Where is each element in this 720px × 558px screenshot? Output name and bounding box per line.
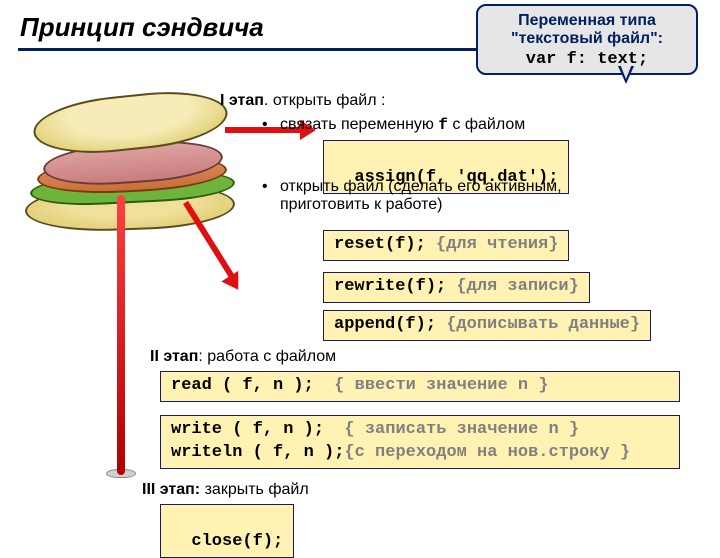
code-reset: reset(f); {для чтения}: [323, 230, 569, 261]
sandwich-illustration: [25, 95, 235, 245]
stage3-bold: III этап:: [142, 481, 200, 498]
callout-tail-inner: [620, 64, 632, 79]
bullet-1: связать переменную f с файлом: [280, 116, 525, 134]
stage2-label: II этап: работа с файлом: [150, 348, 336, 366]
code-read-comment: { ввести значение n }: [314, 376, 549, 395]
bullet1-pre: связать переменную: [280, 116, 438, 133]
code-write1-comment: { записать значение n }: [324, 420, 579, 439]
code-reset-code: reset(f);: [334, 235, 426, 254]
stage1-label: I этап. открыть файл :: [220, 92, 385, 110]
code-read: read ( f, n ); { ввести значение n }: [160, 371, 680, 402]
code-close: close(f);: [160, 504, 294, 558]
callout-box: Переменная типа "текстовый файл": var f:…: [476, 4, 698, 75]
bullet-2: открыть файл (сделать его активным, приг…: [280, 178, 640, 214]
code-write2-comment: {с переходом на нов.строку }: [344, 443, 630, 462]
stage2-bold: II этап: [150, 348, 198, 365]
arrow-reset-head: [221, 271, 246, 295]
code-reset-comment: {для чтения}: [426, 235, 559, 254]
code-rewrite: rewrite(f); {для записи}: [323, 272, 590, 303]
callout-code: var f: text;: [486, 50, 688, 69]
code-write: write ( f, n ); { записать значение n } …: [160, 415, 680, 469]
code-append: append(f); {дописывать данные}: [323, 310, 651, 341]
code-write1-code: write ( f, n );: [171, 420, 324, 439]
page-title: Принцип сэндвича: [20, 12, 264, 43]
code-append-code: append(f);: [334, 315, 436, 334]
stage1-bold: I этап: [220, 92, 264, 109]
bullet1-var: f: [438, 116, 448, 134]
code-close-text: close(f);: [191, 532, 283, 551]
bullet1-post: с файлом: [448, 116, 525, 133]
code-write2-code: writeln ( f, n );: [171, 443, 344, 462]
code-append-comment: {дописывать данные}: [436, 315, 640, 334]
stage1-text: . открыть файл :: [264, 92, 386, 109]
stage2-text: : работа с файлом: [198, 348, 336, 365]
stage3-text: закрыть файл: [200, 481, 309, 498]
code-read-code: read ( f, n );: [171, 376, 314, 395]
stick-main: [117, 195, 125, 475]
code-rewrite-comment: {для записи}: [446, 277, 579, 296]
stage3-label: III этап: закрыть файл: [142, 481, 309, 499]
callout-text: Переменная типа "текстовый файл":: [486, 12, 688, 48]
code-rewrite-code: rewrite(f);: [334, 277, 446, 296]
